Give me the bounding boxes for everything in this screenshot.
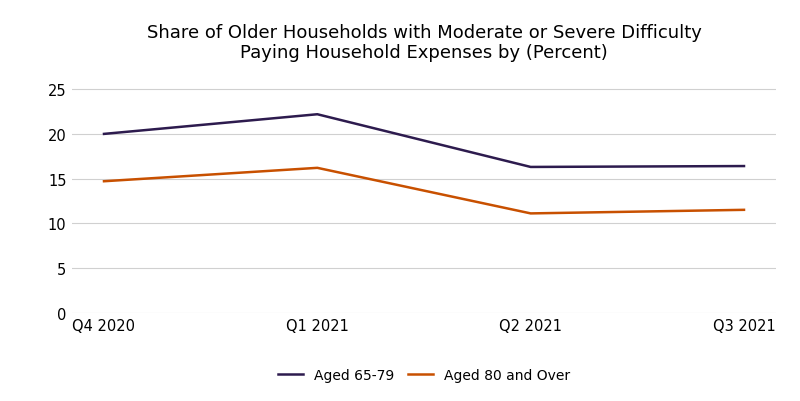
Aged 65-79	[526, 165, 535, 170]
Aged 80 and Over	[99, 179, 109, 184]
Aged 65-79	[739, 164, 749, 169]
Title: Share of Older Households with Moderate or Severe Difficulty
Paying Household Ex: Share of Older Households with Moderate …	[146, 24, 702, 62]
Aged 80 and Over	[739, 208, 749, 213]
Aged 80 and Over	[526, 211, 535, 216]
Aged 65-79	[99, 132, 109, 137]
Aged 65-79	[313, 113, 322, 117]
Legend: Aged 65-79, Aged 80 and Over: Aged 65-79, Aged 80 and Over	[272, 363, 576, 388]
Line: Aged 65-79: Aged 65-79	[104, 115, 744, 168]
Line: Aged 80 and Over: Aged 80 and Over	[104, 168, 744, 214]
Aged 80 and Over	[313, 166, 322, 171]
